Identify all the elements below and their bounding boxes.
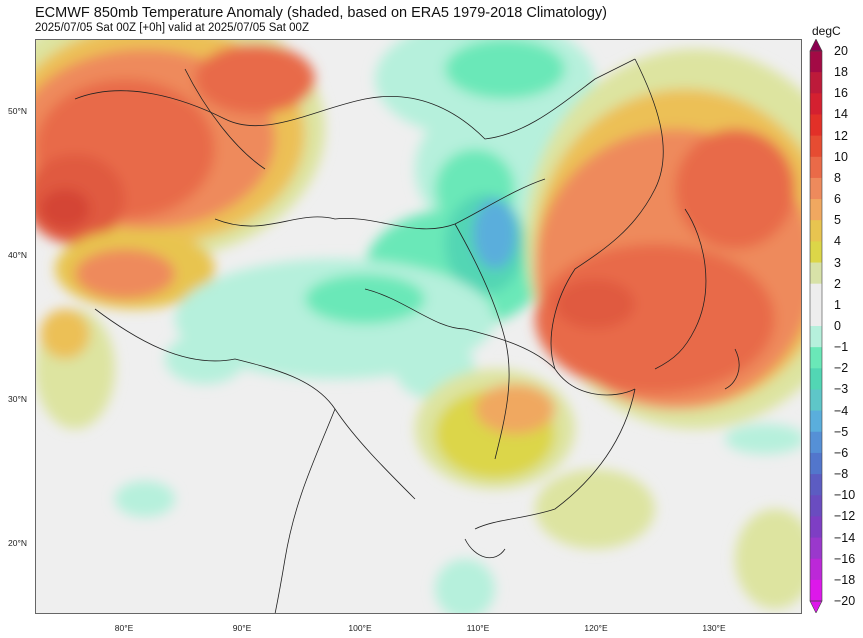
lon-label-100e: 100°E: [348, 623, 372, 633]
colorbar-segment: [810, 368, 822, 390]
colorbar-tick-label: 2: [834, 276, 841, 291]
lon-label-120e: 120°E: [584, 623, 608, 633]
colorbar-tick-label: −20: [834, 594, 856, 608]
colorbar-segment: [810, 177, 822, 200]
lon-label-90e: 90°E: [232, 623, 252, 633]
colorbar-segment: [810, 262, 822, 285]
colorbar: [809, 39, 823, 613]
map-borders: [74, 58, 740, 614]
colorbar-unit: degC: [812, 24, 841, 38]
chart-title: ECMWF 850mb Temperature Anomaly (shaded,…: [35, 5, 607, 21]
colorbar-tick-label: −8: [834, 467, 849, 482]
colorbar-segment: [810, 495, 822, 517]
colorbar-segment: [810, 431, 822, 454]
colorbar-tick-label: 5: [834, 213, 841, 228]
lon-label-130e: 130°E: [702, 623, 726, 633]
colorbar-segment: [810, 558, 822, 581]
colorbar-segment: [810, 474, 822, 496]
colorbar-tick-label: 3: [834, 255, 841, 270]
colorbar-tick-label: −5: [834, 424, 849, 439]
colorbar-segment: [810, 347, 822, 369]
lat-label-30n: 30°N: [8, 394, 27, 404]
colorbar-tick-label: 0: [834, 319, 841, 333]
colorbar-segment: [810, 410, 822, 433]
colorbar-tick-label: −4: [834, 403, 849, 418]
colorbar-segment: [810, 199, 822, 221]
colorbar-segment: [810, 326, 822, 348]
lon-label-110e: 110°E: [466, 623, 490, 633]
colorbar-segment: [810, 156, 822, 179]
colorbar-tick-label: −2: [834, 361, 849, 376]
colorbar-frame: [809, 50, 823, 602]
anomaly-shading: [35, 39, 802, 614]
colorbar-tick-label: 6: [834, 192, 841, 207]
colorbar-tick-label: −12: [834, 509, 856, 524]
colorbar-segment: [810, 114, 822, 137]
colorbar-segment: [810, 72, 822, 94]
colorbar-segment: [810, 51, 822, 73]
colorbar-tick-label: 1: [834, 297, 841, 312]
colorbar-segment: [810, 389, 822, 412]
colorbar-tick-label: −6: [834, 445, 849, 460]
anomaly-map: [35, 39, 802, 614]
colorbar-segment: [810, 579, 822, 602]
colorbar-tick-label: 8: [834, 170, 841, 185]
lon-label-80e: 80°E: [114, 623, 134, 633]
lat-label-40n: 40°N: [8, 250, 27, 260]
colorbar-segment: [810, 452, 822, 475]
colorbar-segment: [810, 537, 822, 560]
colorbar-segment: [810, 93, 822, 115]
colorbar-tick-label: 4: [834, 234, 841, 249]
colorbar-tick-label: 18: [834, 65, 848, 80]
colorbar-tick-label: −1: [834, 340, 849, 355]
colorbar-segment: [810, 283, 822, 306]
map-frame: [35, 39, 802, 614]
colorbar-tick-label: −16: [834, 551, 856, 566]
chart-subtitle: 2025/07/05 Sat 00Z [+0h] valid at 2025/0…: [35, 22, 309, 34]
colorbar-segment: [810, 516, 822, 539]
colorbar-tick-label: −18: [834, 572, 856, 587]
colorbar-tick-label: −3: [834, 382, 849, 397]
colorbar-tick-label: 10: [834, 149, 848, 164]
colorbar-tick-label: 12: [834, 128, 848, 143]
colorbar-tick-label: −14: [834, 530, 856, 545]
colorbar-segment: [810, 220, 822, 242]
colorbar-tick-label: 16: [834, 86, 848, 101]
colorbar-segment: [810, 304, 822, 327]
lat-label-50n: 50°N: [8, 106, 27, 116]
colorbar-tick-label: 20: [834, 44, 848, 58]
colorbar-tick-label: −10: [834, 488, 856, 503]
colorbar-segment: [810, 135, 822, 158]
lat-label-20n: 20°N: [8, 538, 27, 548]
colorbar-bottom-arrow: [809, 600, 823, 613]
colorbar-top-arrow: [809, 39, 823, 52]
map-canvas: [35, 39, 802, 614]
colorbar-tick-label: 14: [834, 107, 848, 122]
colorbar-segment: [810, 241, 822, 264]
